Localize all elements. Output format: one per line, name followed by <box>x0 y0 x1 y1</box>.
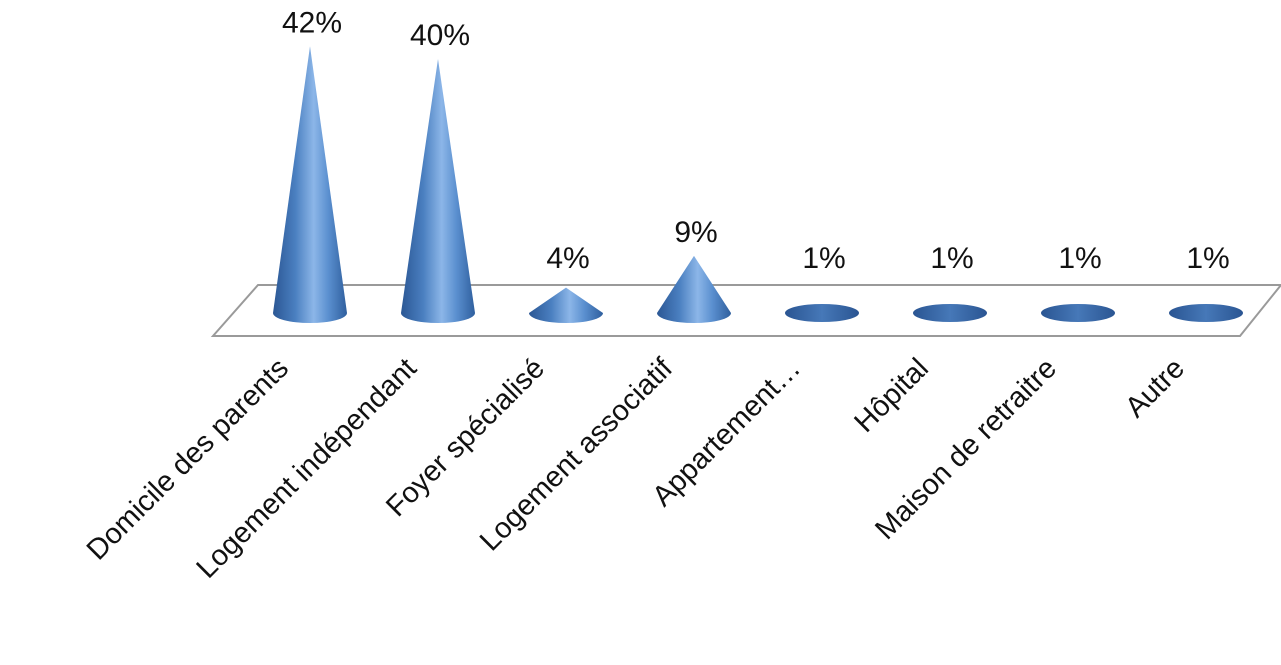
data-label: 4% <box>546 242 589 275</box>
cone-bar <box>401 59 475 323</box>
cone-bar <box>913 304 987 322</box>
cone-bar <box>1169 304 1243 322</box>
chart-marks <box>273 46 1243 324</box>
chart-floor <box>210 284 1281 337</box>
cone-bar <box>785 304 859 322</box>
data-label: 42% <box>282 6 342 39</box>
chart-data-labels: 42% 40% 4% 9% 1% 1% 1% 1% <box>282 6 1230 275</box>
data-label: 1% <box>802 242 845 275</box>
category-label: Autre <box>1119 352 1191 424</box>
data-label: 1% <box>1058 242 1101 275</box>
data-label: 1% <box>1186 242 1229 275</box>
data-label: 1% <box>930 242 973 275</box>
cone-bar <box>1041 304 1115 322</box>
cone-bar <box>529 287 603 323</box>
category-label: Hôpital <box>848 352 934 438</box>
cone-bar <box>273 46 347 324</box>
data-label: 40% <box>410 19 470 52</box>
cone-bar <box>657 255 731 323</box>
data-label: 9% <box>674 216 717 249</box>
category-label: Logement indépendant <box>191 352 423 584</box>
